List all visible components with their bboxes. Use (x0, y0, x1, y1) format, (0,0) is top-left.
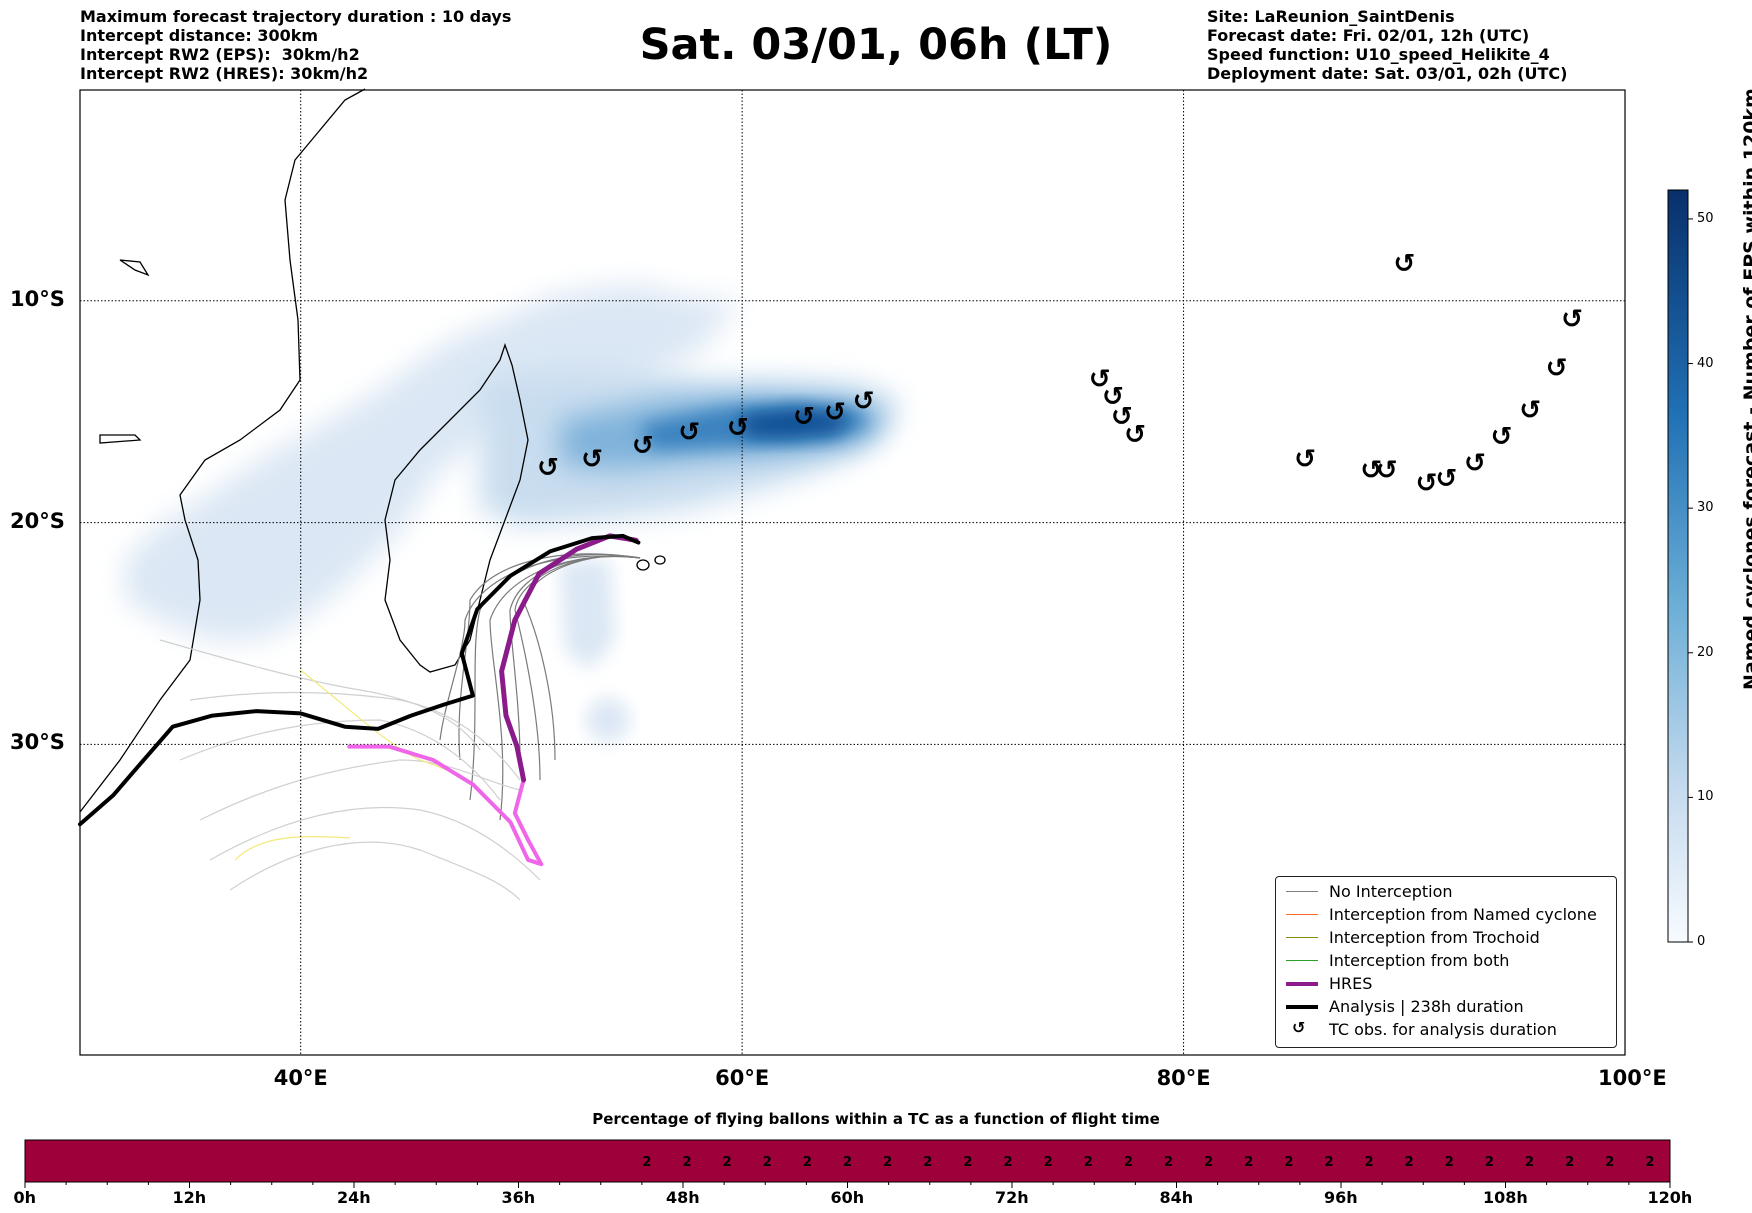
lat-tick-label: 10°S (10, 286, 65, 311)
legend-swatch (1286, 937, 1318, 938)
header-line: Forecast date: Fri. 02/01, 12h (UTC) (1207, 26, 1530, 45)
timebar-hour-label: 36h (501, 1188, 536, 1207)
colorbar-label: Named cyclones forecast - Number of EPS … (1740, 88, 1752, 690)
tc-obs-marker: ↺ (1464, 449, 1486, 479)
tc-obs-marker: ↺ (1491, 422, 1513, 452)
header-line: Intercept distance: 300km (80, 26, 319, 45)
colorbar-ticks (1688, 218, 1693, 943)
legend-swatch (1286, 960, 1318, 961)
legend: No Interception Interception from Named … (1275, 876, 1617, 1048)
timebar-hour-label: 48h (666, 1188, 700, 1207)
lon-tick-label: 80°E (1156, 1066, 1211, 1090)
timebar-hour-label: 0h (13, 1188, 37, 1207)
lat-tick-label: 20°S (10, 508, 65, 533)
tc-obs-marker: ↺ (1546, 353, 1568, 383)
legend-label: Interception from both (1329, 951, 1510, 970)
legend-label: HRES (1329, 974, 1373, 993)
header-line: Intercept RW2 (EPS): 30km/h2 (80, 45, 360, 64)
eps-density-field (125, 285, 900, 742)
colorbar-tick-label: 50 (1697, 210, 1714, 226)
legend-swatch (1286, 982, 1318, 986)
legend-swatch (1286, 914, 1318, 915)
legend-item: ↺ TC obs. for analysis duration (1292, 1018, 1557, 1039)
colorbar-tick-label: 40 (1697, 355, 1714, 371)
colorbar-tick-label: 20 (1697, 644, 1714, 660)
legend-swatch (1286, 1005, 1318, 1009)
hres-track-late (347, 744, 544, 867)
timebar-hour-label: 72h (995, 1188, 1029, 1207)
timebar-hour-label: 108h (1483, 1188, 1528, 1207)
timebar-title: Percentage of flying ballons within a TC… (592, 1110, 1160, 1128)
colorbar-tick-label: 10 (1697, 789, 1714, 805)
analysis-track (78, 533, 641, 827)
tc-obs-marker: ↺ (1376, 455, 1398, 485)
legend-label: Analysis | 238h duration (1329, 997, 1524, 1016)
colorbar (1667, 189, 1689, 943)
tc-obs-marker: ↺ (1561, 304, 1583, 334)
header-line: Site: LaReunion_SaintDenis (1207, 7, 1455, 26)
timebar-hour-label: 120h (1647, 1188, 1693, 1207)
tc-obs-marker: ↺ (1089, 364, 1111, 394)
tc-obs-marker: ↺ (1102, 382, 1124, 412)
legend-item: No Interception (1276, 881, 1616, 903)
tc-obs-markers: ↺ ↺ ↺ ↺ ↺ ↺ ↺ ↺↺↺↺↺↺ ↺↺ ↺↺↺↺↺↺↺↺ (537, 249, 1583, 499)
legend-label: No Interception (1329, 882, 1453, 901)
tc-obs-marker: ↺ (1393, 249, 1415, 279)
tc-obs-marker: ↺ (1435, 464, 1457, 494)
map-frame (79, 89, 1626, 1056)
legend-label: TC obs. for analysis duration (1329, 1020, 1557, 1039)
header-line: Deployment date: Sat. 03/01, 02h (UTC) (1207, 64, 1568, 83)
colorbar-tick-label: 30 (1697, 500, 1714, 516)
hres-track-line (499, 533, 639, 783)
tc-obs-marker: ↺ (1519, 395, 1541, 425)
legend-swatch (1286, 891, 1318, 892)
tc-obs-marker: ↺ (1124, 420, 1146, 450)
lat-tick-label: 30°S (10, 730, 65, 755)
tc-obs-marker: ↺ (632, 431, 654, 461)
legend-item: Analysis | 238h duration (1276, 996, 1616, 1018)
tc-obs-marker: ↺ (581, 444, 603, 474)
tc-obs-marker: ↺ (727, 413, 749, 443)
tc-obs-marker: ↺ (537, 453, 559, 483)
tc-obs-marker: ↺ (1111, 402, 1133, 432)
colorbar-tick-label: 0 (1697, 934, 1706, 949)
timebar-hour-label: 60h (830, 1188, 865, 1207)
eps-trajectories (159, 553, 641, 901)
timebar-hour-label: 84h (1159, 1188, 1194, 1207)
header-line: Speed function: U10_speed_Helikite_4 (1207, 45, 1550, 64)
tc-obs-marker: ↺ (1294, 444, 1316, 474)
page-title: Sat. 03/01, 06h (LT) (639, 20, 1113, 70)
timebar-hour-label: 12h (172, 1188, 207, 1207)
header-line: Maximum forecast trajectory duration : 1… (80, 7, 512, 26)
legend-item: Interception from Named cyclone (1276, 904, 1616, 926)
analysis-track-line (78, 533, 641, 827)
lon-tick-label: 100°E (1598, 1066, 1667, 1090)
tc-obs-marker: ↺ (824, 398, 846, 428)
lon-tick-label: 60°E (715, 1066, 770, 1090)
tc-obs-marker: ↺ (1415, 469, 1437, 499)
header-line: Intercept RW2 (HRES): 30km/h2 (80, 64, 369, 83)
tc-obs-marker: ↺ (793, 402, 815, 432)
legend-item: Interception from Trochoid (1276, 927, 1616, 949)
legend-item: HRES (1276, 973, 1616, 995)
timebar-hour-label: 96h (1324, 1188, 1358, 1207)
tc-obs-marker: ↺ (853, 387, 875, 417)
lon-tick-label: 40°E (273, 1066, 328, 1090)
legend-label: Interception from Named cyclone (1329, 905, 1597, 924)
hres-track (347, 533, 639, 867)
tc-obs-marker: ↺ (1360, 455, 1382, 485)
tc-obs-marker: ↺ (678, 418, 700, 448)
legend-item: Interception from both (1276, 950, 1616, 972)
legend-label: Interception from Trochoid (1329, 928, 1540, 947)
timebar-hour-label: 24h (337, 1188, 371, 1207)
